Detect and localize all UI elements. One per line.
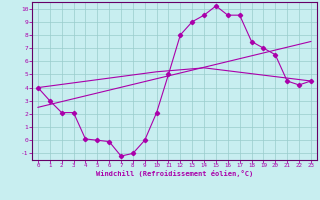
X-axis label: Windchill (Refroidissement éolien,°C): Windchill (Refroidissement éolien,°C) [96,170,253,177]
